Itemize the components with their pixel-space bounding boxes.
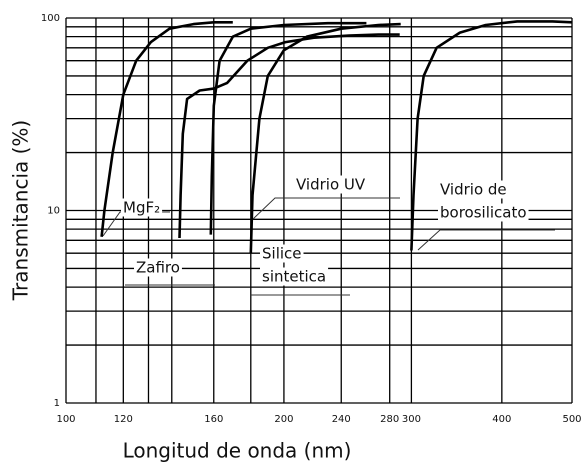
- x-tick-label: 160: [204, 414, 223, 425]
- label-background: [260, 244, 304, 263]
- label-background: [121, 198, 163, 217]
- series-label: Silice: [262, 245, 302, 263]
- x-tick-label: 280: [380, 414, 399, 425]
- series-label: borosilicato: [440, 204, 527, 222]
- x-tick-label: 120: [114, 414, 133, 425]
- series-line: [249, 22, 401, 254]
- series-label: Vidrio de: [440, 181, 507, 199]
- x-tick-label: 100: [56, 414, 75, 425]
- y-tick-label: 100: [41, 13, 60, 24]
- label-background: [134, 258, 182, 277]
- label-background: [294, 175, 368, 194]
- series-line: [178, 33, 400, 239]
- leader-line: [417, 229, 555, 251]
- leader-line: [251, 197, 400, 221]
- label-background: [438, 180, 509, 199]
- x-axis-label: Longitud de onda (nm): [123, 439, 352, 463]
- y-tick-label: 1: [54, 398, 60, 409]
- x-tick-label: 200: [274, 414, 293, 425]
- series-label: Zafiro: [136, 259, 180, 277]
- series-label: MgF₂: [123, 199, 160, 217]
- series-label: sintetica: [262, 268, 326, 286]
- y-tick-label: 10: [47, 206, 60, 217]
- series-line: [100, 20, 233, 237]
- x-tick-label: 500: [562, 414, 581, 425]
- x-tick-label: 400: [492, 414, 511, 425]
- label-background: [260, 267, 329, 286]
- x-tick-label: 240: [332, 414, 351, 425]
- y-axis-label: Transmitancia (%): [9, 120, 33, 301]
- label-background: [438, 203, 529, 222]
- series-line: [209, 21, 367, 235]
- series-line: [410, 20, 573, 251]
- series-label: Vidrio UV: [296, 176, 366, 194]
- x-tick-label: 300: [402, 414, 421, 425]
